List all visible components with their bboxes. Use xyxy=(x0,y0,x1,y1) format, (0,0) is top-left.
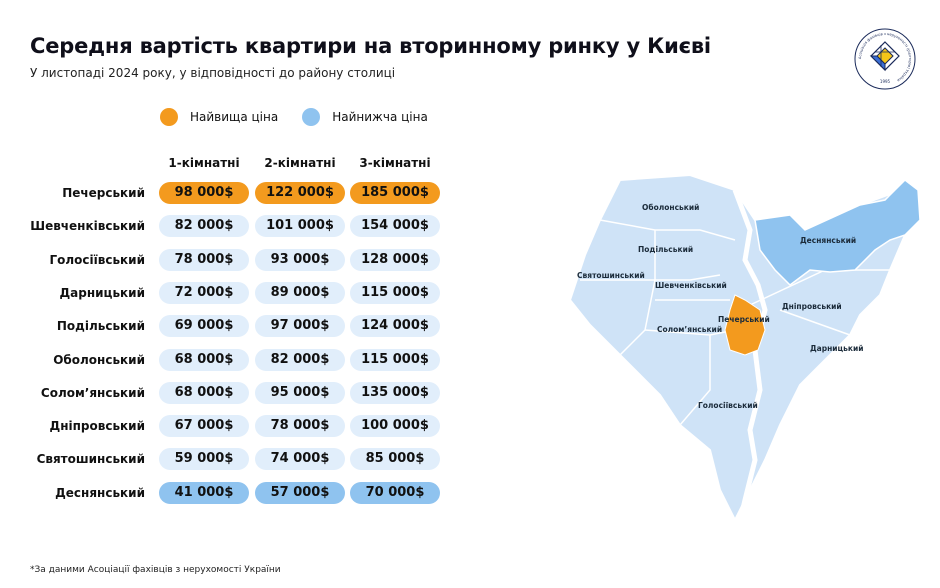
table-row: Шевченківський 82 000$ 101 000$ 154 000$ xyxy=(0,215,460,239)
table-row: Подільський 69 000$ 97 000$ 124 000$ xyxy=(0,315,460,339)
price-cell: 98 000$ xyxy=(159,182,249,204)
map-district-pecherskyi xyxy=(724,294,766,356)
legend-swatch-lowest xyxy=(302,108,321,126)
legend: Найвища ціна Найнижча ціна xyxy=(160,108,428,126)
table-row: Оболонський 68 000$ 82 000$ 115 000$ xyxy=(0,348,460,373)
price-cell: 89 000$ xyxy=(255,281,345,304)
footnote-source: *За даними Асоціації фахівців з нерухомо… xyxy=(30,565,281,575)
map-district-borders xyxy=(580,219,890,426)
price-cell: 115 000$ xyxy=(350,348,440,371)
district-name: Святошинський xyxy=(36,452,145,467)
table-row: Солом’янський 68 000$ 95 000$ 135 000$ xyxy=(0,381,460,406)
price-cell: 135 000$ xyxy=(350,381,440,404)
legend-item-lowest: Найнижча ціна xyxy=(302,108,428,126)
price-cell: 95 000$ xyxy=(255,381,345,404)
map-label-pecherskyi: Печерський xyxy=(718,315,770,324)
price-cell: 128 000$ xyxy=(350,248,440,271)
association-logo: Асоціація фахівців з нерухомості (ріелто… xyxy=(854,28,916,90)
price-cell: 115 000$ xyxy=(350,281,440,304)
district-name: Подільський xyxy=(56,319,145,334)
price-cell: 69 000$ xyxy=(159,315,249,338)
price-cell: 57 000$ xyxy=(255,481,345,504)
legend-swatch-highest xyxy=(160,108,178,126)
price-cell: 59 000$ xyxy=(159,448,249,471)
price-cell: 124 000$ xyxy=(350,315,440,338)
price-cell: 70 000$ xyxy=(350,481,440,504)
price-cell: 68 000$ xyxy=(159,381,249,404)
price-cell: 74 000$ xyxy=(255,448,345,471)
column-header-3-room: 3-кімнатні xyxy=(359,156,431,170)
table-row: Деснянський 41 000$ 57 000$ 70 000$ xyxy=(0,481,460,506)
price-cell: 67 000$ xyxy=(159,415,249,438)
price-cell: 78 000$ xyxy=(255,415,345,438)
district-name: Дарницький xyxy=(59,285,145,300)
district-name: Деснянський xyxy=(55,485,145,500)
price-cell: 85 000$ xyxy=(350,448,440,471)
price-cell: 97 000$ xyxy=(255,315,345,338)
price-cell: 100 000$ xyxy=(350,415,440,438)
page-title: Середня вартість квартири на вторинному … xyxy=(30,34,711,58)
price-cell: 82 000$ xyxy=(159,215,249,238)
price-cell: 78 000$ xyxy=(159,248,249,271)
price-cell: 41 000$ xyxy=(159,481,249,504)
table-row: Святошинський 59 000$ 74 000$ 85 000$ xyxy=(0,448,460,472)
logo-year: 1995 xyxy=(880,79,891,84)
kyiv-map-svg: Оболонський Подільський Святошинський Ше… xyxy=(568,173,922,531)
district-name: Солом’янський xyxy=(40,385,145,400)
map-label-podilskyi: Подільський xyxy=(638,245,693,254)
legend-label-highest: Найвища ціна xyxy=(190,110,279,124)
district-name: Голосіївський xyxy=(49,252,145,267)
legend-item-highest: Найвища ціна xyxy=(160,108,278,126)
price-cell: 72 000$ xyxy=(159,281,249,304)
district-name: Оболонський xyxy=(53,352,145,367)
price-cell: 68 000$ xyxy=(159,348,249,371)
association-logo-icon: Асоціація фахівців з нерухомості (ріелто… xyxy=(854,28,916,90)
district-name: Дніпровський xyxy=(49,419,145,434)
price-cell: 101 000$ xyxy=(255,215,345,238)
column-header-2-room: 2-кімнатні xyxy=(264,156,336,170)
map-district-desnianskyi xyxy=(754,179,921,286)
kyiv-district-map: Оболонський Подільський Святошинський Ше… xyxy=(560,160,930,540)
map-label-darnytskyi: Дарницький xyxy=(810,344,863,353)
map-label-dniprovskyi: Дніпровський xyxy=(782,302,842,311)
table-row: Дарницький 72 000$ 89 000$ 115 000$ xyxy=(0,281,460,306)
district-name: Печерський xyxy=(62,186,145,200)
price-cell: 154 000$ xyxy=(350,215,440,238)
price-cell: 82 000$ xyxy=(255,348,345,371)
map-label-shevchenkivskyi: Шевченківський xyxy=(655,281,727,290)
map-label-desnianskyi: Деснянський xyxy=(800,236,856,245)
column-header-1-room: 1-кімнатні xyxy=(168,156,240,170)
district-name: Шевченківський xyxy=(30,219,145,234)
table-row: Голосіївський 78 000$ 93 000$ 128 000$ xyxy=(0,248,460,273)
map-label-solomianskyi: Солом’янський xyxy=(657,325,722,334)
table-row: Печерський 98 000$ 122 000$ 185 000$ xyxy=(0,182,460,206)
page-subtitle: У листопаді 2024 року, у відповідності д… xyxy=(30,66,396,80)
map-label-sviatoshynskyi: Святошинський xyxy=(577,271,645,280)
legend-label-lowest: Найнижча ціна xyxy=(332,110,428,124)
table-row: Дніпровський 67 000$ 78 000$ 100 000$ xyxy=(0,415,460,439)
price-cell: 93 000$ xyxy=(255,248,345,271)
price-cell: 122 000$ xyxy=(255,182,345,204)
map-label-obolonskyi: Оболонський xyxy=(642,203,699,212)
price-cell: 185 000$ xyxy=(350,182,440,204)
map-label-holosiivskyi: Голосіївський xyxy=(698,401,758,410)
